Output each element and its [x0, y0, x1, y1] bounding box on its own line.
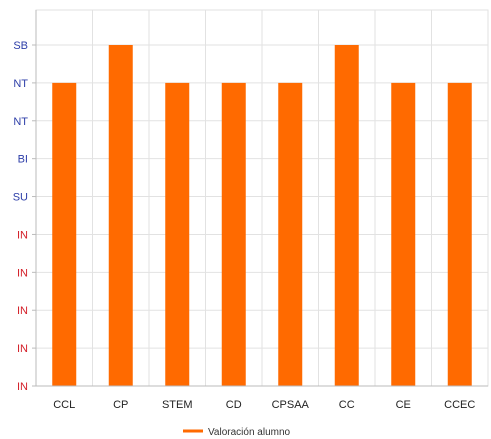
legend[interactable]: Valoración alumno [183, 427, 291, 438]
y-tick-label: SU [13, 192, 28, 204]
x-tick-label: CP [113, 399, 128, 411]
y-tick-label: SB [13, 40, 28, 52]
bar-cpsaa[interactable] [278, 82, 303, 386]
x-tick-label: CD [226, 399, 242, 411]
bars-group [52, 45, 472, 386]
y-tick-label: IN [17, 305, 28, 317]
y-tick-label: NT [13, 116, 28, 128]
y-tick-labels: IN IN IN IN IN SU BI NT NT SB [13, 40, 29, 393]
bar-ce[interactable] [391, 82, 416, 386]
y-tick-label: IN [17, 343, 28, 355]
x-tick-label: CC [339, 399, 355, 411]
y-tick-label: IN [17, 381, 28, 393]
x-tick-label: CCEC [444, 399, 475, 411]
bar-ccec[interactable] [447, 82, 472, 386]
x-tick-label: CE [396, 399, 411, 411]
x-tick-label: STEM [162, 399, 193, 411]
bar-ccl[interactable] [52, 82, 77, 386]
bar-stem[interactable] [165, 82, 190, 386]
x-tick-label: CPSAA [272, 399, 310, 411]
bar-cp[interactable] [108, 45, 133, 386]
x-tick-label: CCL [53, 399, 75, 411]
y-tick-label: IN [17, 229, 28, 241]
y-tick-label: BI [18, 154, 28, 166]
axes [32, 10, 488, 387]
legend-label: Valoración alumno [208, 427, 291, 438]
y-tick-label: NT [13, 78, 28, 90]
grid-lines [35, 9, 489, 387]
x-tick-labels: CCL CP STEM CD CPSAA CC CE CCEC [53, 399, 475, 411]
bar-cd[interactable] [221, 82, 246, 386]
bar-cc[interactable] [334, 45, 359, 386]
y-tick-label: IN [17, 267, 28, 279]
